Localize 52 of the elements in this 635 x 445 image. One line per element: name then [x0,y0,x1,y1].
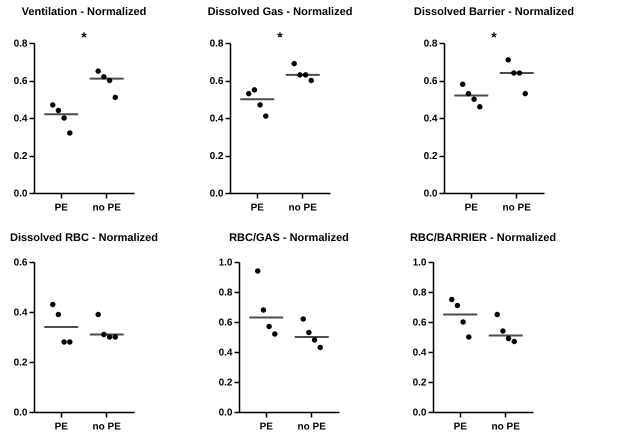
x-tick-label: no PE [492,422,520,432]
x-tick-label: PE [54,422,68,432]
y-tick-label: 0.6 [14,258,28,268]
y-tick-label: 0.4 [424,114,438,124]
annotation: * [81,29,88,45]
annotation: * [277,29,284,45]
x-tick-label: PE [250,202,264,214]
y-tick-label: 0.8 [412,288,427,298]
x-tick-label: no PE [298,422,326,432]
y-tick-label: 0.8 [14,38,28,50]
y-tick-label: 0.8 [424,38,438,50]
y-tick-label: 0.4 [14,308,28,318]
y-tick-label: 0.4 [14,114,28,124]
y-tick-label: 0.4 [210,114,224,124]
x-tick-label: PE [454,422,468,432]
y-tick-label: 0.2 [424,151,438,162]
y-tick-label: 0.6 [14,76,28,87]
y-tick-label: 0.2 [218,378,233,388]
x-tick-label: no PE [288,202,318,214]
chart-title: Dissolved Gas - Normalized [208,6,352,18]
y-tick-label: 0.0 [218,408,233,418]
y-tick-label: 0.2 [210,151,224,162]
y-tick-label: 0.6 [210,76,224,87]
chart-title: Dissolved RBC - Normalized [10,232,158,244]
y-tick-label: 0.8 [218,288,233,298]
chart-title: Ventilation - Normalized [22,6,146,18]
y-tick-label: 0.0 [14,408,28,418]
y-tick-label: 0.0 [210,188,224,200]
y-tick-label: 0.2 [14,358,28,368]
chart-title: RBC/GAS - Normalized [229,232,349,244]
y-tick-label: 0.4 [412,348,427,358]
chart-title: Dissolved Barrier - Normalized [414,6,574,18]
x-tick-label: no PE [502,202,532,214]
x-tick-label: PE [464,202,478,214]
y-tick-label: 0.0 [412,408,427,418]
y-tick-label: 0.8 [210,38,224,50]
y-tick-label: 0.6 [218,318,233,328]
y-tick-label: 0.0 [424,188,438,200]
y-tick-label: 0.6 [412,318,427,328]
x-tick-label: no PE [92,422,122,432]
y-tick-label: 1.0 [218,258,233,268]
x-tick-label: no PE [92,202,122,214]
y-tick-label: 0.0 [14,188,28,200]
x-tick-label: PE [260,422,274,432]
y-tick-label: 0.2 [412,378,427,388]
y-tick-label: 0.6 [424,76,438,87]
y-tick-label: 0.2 [14,151,28,162]
y-tick-label: 1.0 [412,258,427,268]
y-tick-label: 0.4 [218,348,233,358]
annotation: * [491,29,498,45]
x-tick-label: PE [54,202,68,214]
chart-title: RBC/BARRIER - Normalized [410,232,556,244]
